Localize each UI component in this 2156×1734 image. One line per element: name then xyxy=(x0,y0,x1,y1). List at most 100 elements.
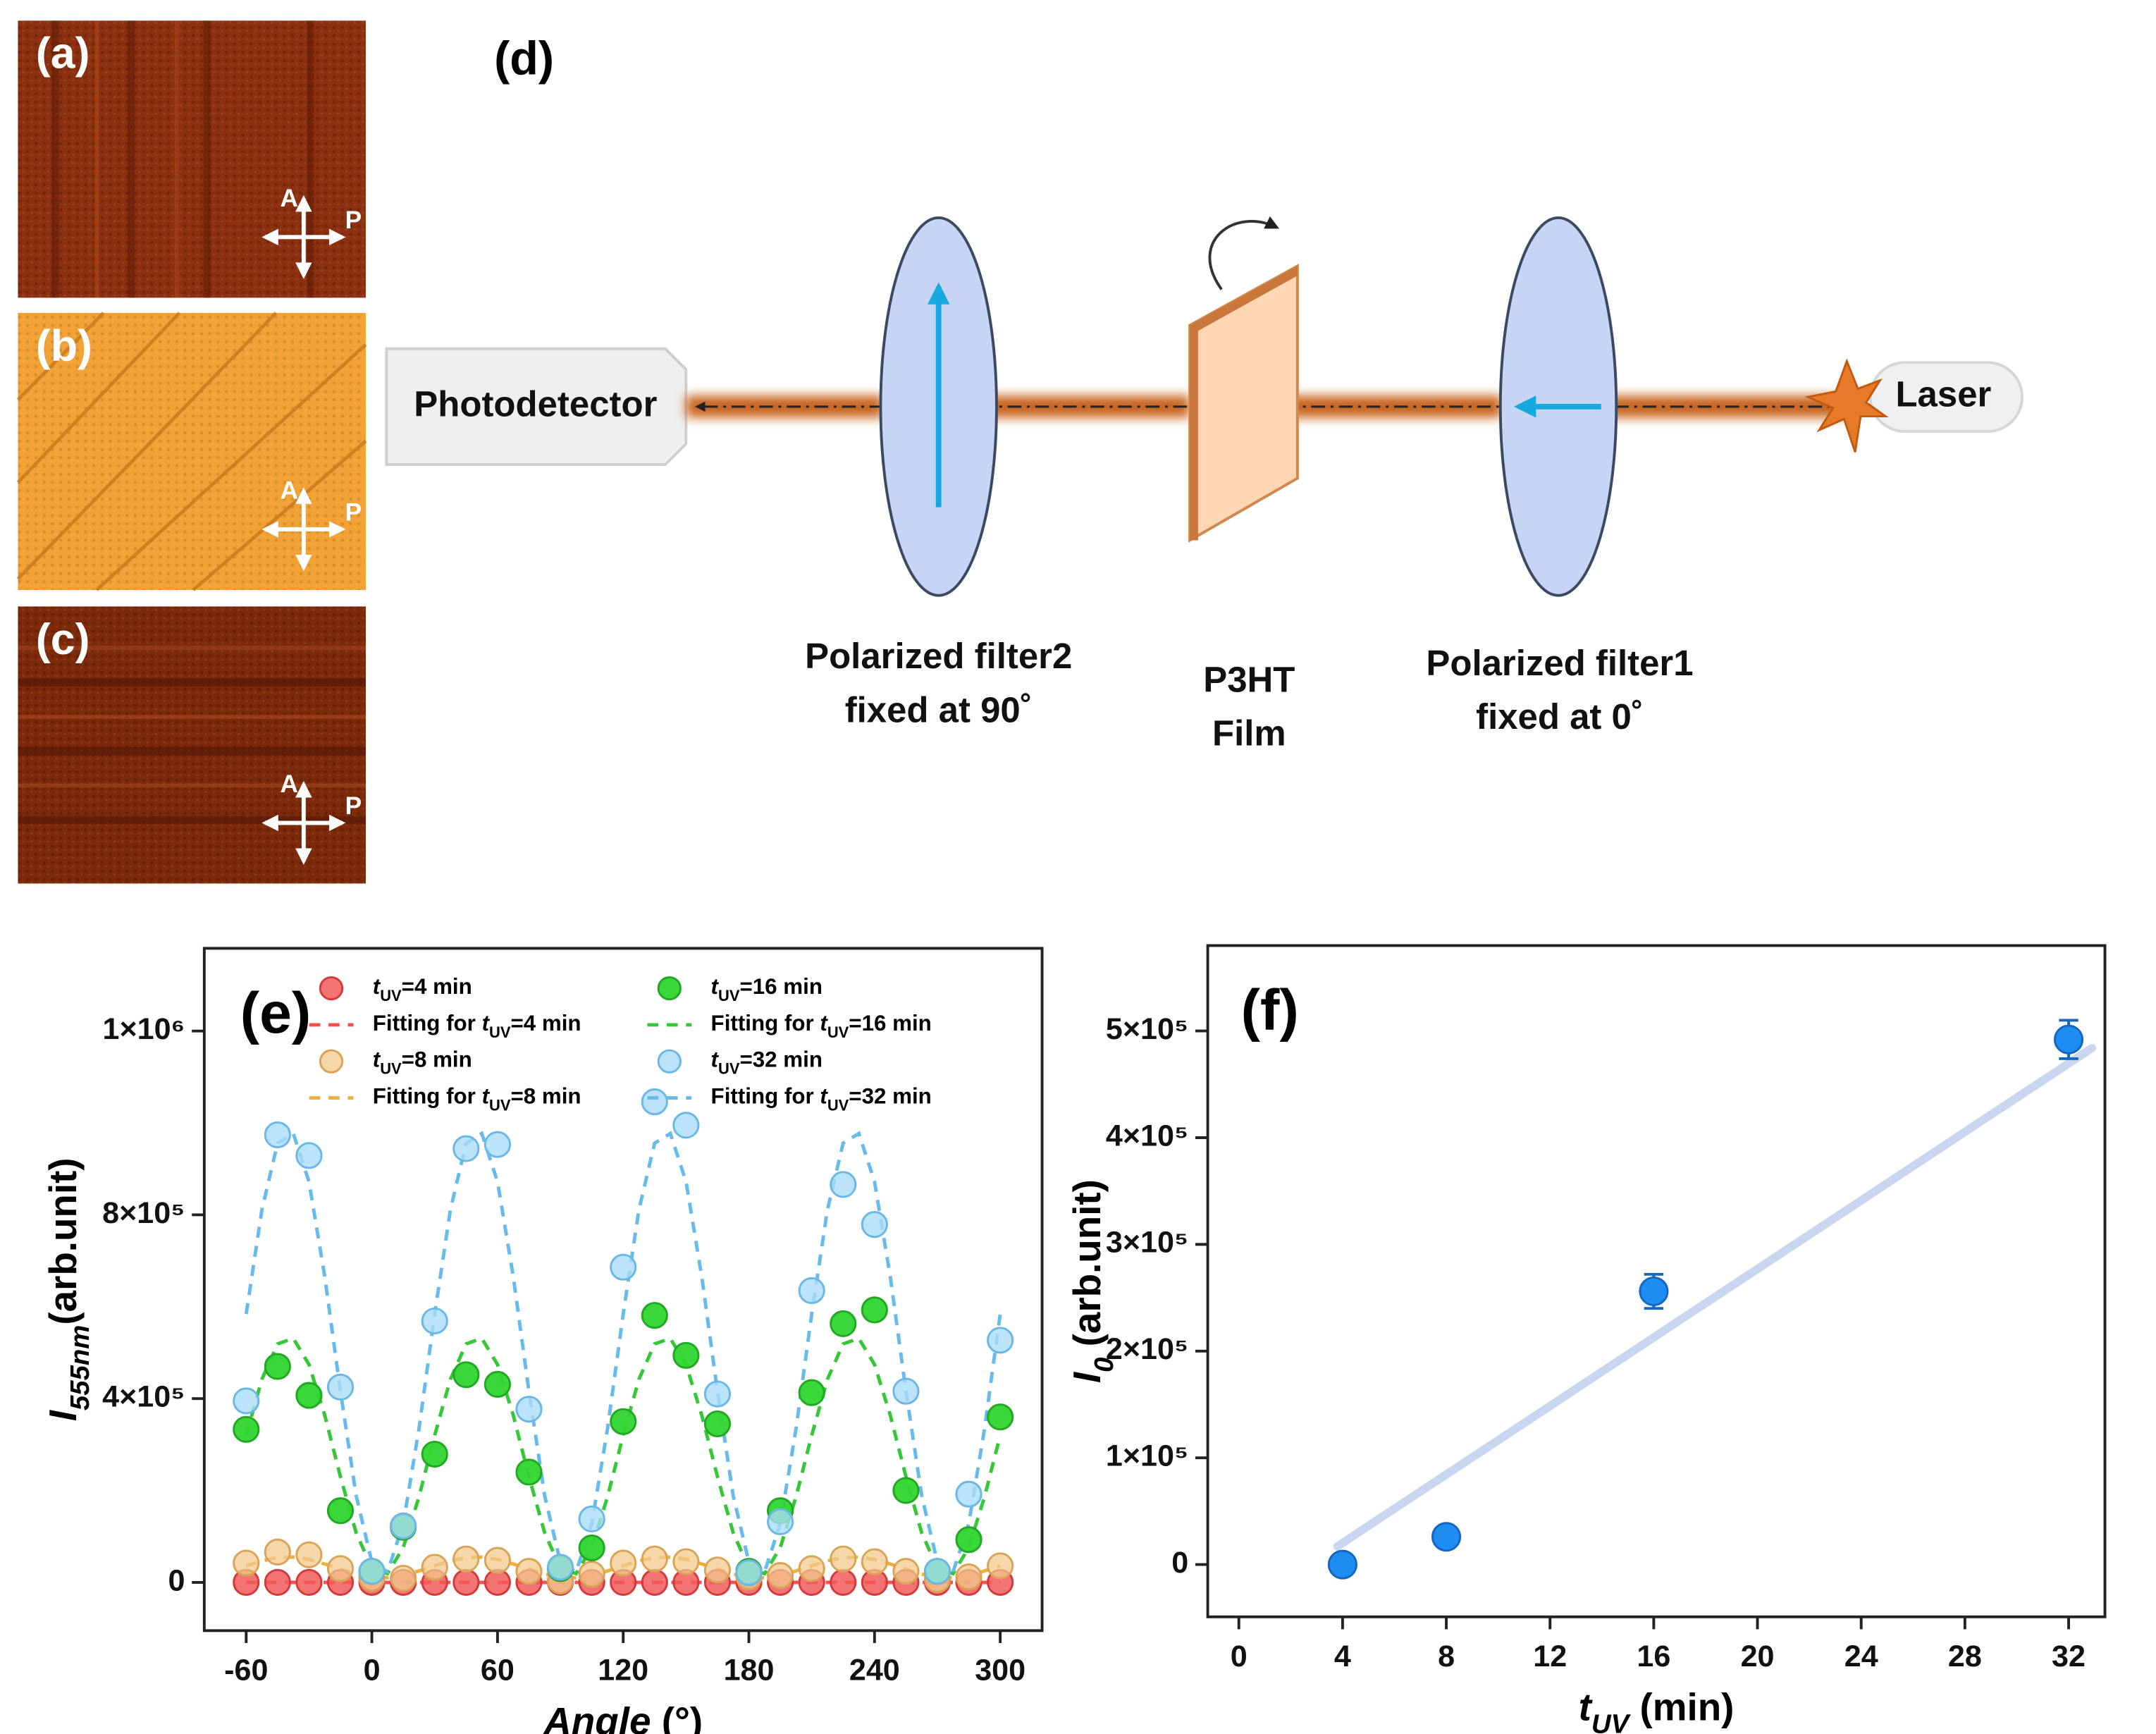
y-tick-label: 8×10⁵ xyxy=(102,1196,185,1230)
axis-label: I555nm(arb.unit) xyxy=(41,1157,94,1421)
axis-label-rest: (min) xyxy=(1629,1685,1734,1729)
x-tick-label: 60 xyxy=(481,1653,515,1687)
data-point xyxy=(767,1508,794,1535)
data-point xyxy=(641,1088,668,1116)
data-point xyxy=(326,1497,355,1525)
data-point xyxy=(987,1327,1014,1354)
analyzer-label: A xyxy=(281,770,298,798)
data-point xyxy=(767,1562,794,1590)
axis-label-sub: 0 xyxy=(1089,1358,1119,1372)
data-point xyxy=(672,1112,700,1139)
data-point xyxy=(641,1568,668,1596)
filter1-caption: fixed at 0˚ xyxy=(1476,696,1644,737)
data-point xyxy=(641,1302,668,1329)
charts: -60 0 60 120 180 240 30004×10⁵8×10⁵1×10⁶tUV=4 … xyxy=(41,944,2107,1734)
data-point xyxy=(295,1568,323,1596)
data-point xyxy=(703,1410,732,1438)
data-point xyxy=(295,1382,323,1409)
diagram-labels: (d) Photodetector Laser Polarized filter2 fi… xyxy=(414,33,1991,754)
chart: -60 0 60 120 180 240 300 0 4×10⁵ 8×10⁵ 1×10⁶ tUV=4 … xyxy=(41,947,1044,1734)
data-point xyxy=(358,1558,386,1585)
legend-label: tUV=32 min xyxy=(711,1047,823,1078)
data-point xyxy=(421,1554,448,1581)
filter2-caption: Polarized filter2 xyxy=(805,636,1072,676)
data-point xyxy=(264,1121,291,1149)
legend-marker xyxy=(657,976,682,1001)
fit-line xyxy=(1333,1043,2097,1551)
legend-marker xyxy=(319,1049,344,1074)
y-tick-label: 5×10⁵ xyxy=(1106,1012,1188,1046)
axis-label: I0 (arb.unit) xyxy=(1066,1179,1119,1383)
data-point xyxy=(830,1171,857,1198)
data-point xyxy=(483,1370,511,1398)
x-tick-label: 12 xyxy=(1533,1640,1567,1673)
data-point xyxy=(452,1568,480,1596)
y-tick-label: 0 xyxy=(168,1563,185,1597)
data-point xyxy=(987,1552,1014,1580)
x-tick-label: 300 xyxy=(975,1653,1025,1687)
data-point xyxy=(703,1380,732,1408)
data-point xyxy=(483,1547,511,1574)
x-tick-label: 0 xyxy=(1231,1640,1248,1673)
legend-label: tUV=4 min xyxy=(373,974,472,1004)
axis-label-rest: (arb.unit) xyxy=(1066,1179,1109,1357)
data-point xyxy=(830,1568,857,1596)
data-point xyxy=(987,1403,1014,1431)
x-tick-label: 4 xyxy=(1334,1640,1351,1673)
x-tick-label: 120 xyxy=(598,1653,648,1687)
data-point xyxy=(923,1558,951,1585)
data-point xyxy=(892,1377,920,1405)
analyzer-label: A xyxy=(281,185,298,212)
x-tick-label: 32 xyxy=(2052,1640,2086,1673)
data-point xyxy=(2053,1024,2084,1054)
data-point xyxy=(830,1545,857,1573)
polarizer-label: P xyxy=(345,792,362,820)
film-caption: Film xyxy=(1212,713,1286,754)
data-point xyxy=(861,1548,888,1575)
data-point xyxy=(798,1277,825,1305)
axis-label-main: I xyxy=(1066,1371,1109,1383)
legend-marker xyxy=(657,1049,682,1074)
x-tick-label: 180 xyxy=(724,1653,775,1687)
panel-label: (e) xyxy=(240,981,312,1045)
data-point xyxy=(483,1131,511,1158)
data-point xyxy=(641,1545,668,1573)
data-point xyxy=(955,1563,982,1591)
data-point xyxy=(1431,1522,1462,1552)
data-point xyxy=(861,1211,888,1238)
data-point xyxy=(264,1353,291,1380)
data-point xyxy=(515,1558,543,1585)
legend-label: Fitting for tUV=4 min xyxy=(373,1011,581,1041)
data-point xyxy=(672,1548,700,1575)
data-point xyxy=(452,1135,480,1162)
data-point xyxy=(233,1549,260,1577)
axis-label: Angle (°) xyxy=(542,1699,703,1734)
data-point xyxy=(610,1253,637,1281)
legend-label: Fitting for tUV=16 min xyxy=(711,1011,932,1041)
x-tick-label: 20 xyxy=(1741,1640,1775,1673)
analyzer-label: A xyxy=(281,476,298,504)
x-tick-label: 0 xyxy=(364,1653,381,1687)
data-point xyxy=(264,1538,291,1566)
data-point xyxy=(830,1310,857,1337)
axis-label-sub: UV xyxy=(1591,1709,1632,1734)
x-tick-label: 8 xyxy=(1438,1640,1455,1673)
data-point xyxy=(421,1440,448,1468)
data-point xyxy=(233,1415,260,1443)
legend-label: Fitting for tUV=32 min xyxy=(711,1084,932,1114)
polarizer-label: P xyxy=(345,207,362,234)
data-point xyxy=(892,1558,920,1585)
laser-label: Laser xyxy=(1895,374,1991,414)
y-tick-label: 4×10⁵ xyxy=(1106,1119,1188,1152)
panel-label: (b) xyxy=(36,321,92,370)
micrograph-labels: (a) A P (b) A P (c) A P xyxy=(36,29,362,865)
data-point xyxy=(326,1373,355,1401)
data-point xyxy=(735,1559,763,1587)
panel-label: (a) xyxy=(36,29,90,78)
data-point xyxy=(233,1387,260,1415)
laser-spark xyxy=(1804,358,1889,453)
chart: 0 4 8 12 16 20 24 28 32 0 1×10⁵ 2×10⁵ 3×10⁵ 4×10⁵ 5×10… xyxy=(1066,944,2107,1734)
legend-label: tUV=8 min xyxy=(373,1047,472,1078)
